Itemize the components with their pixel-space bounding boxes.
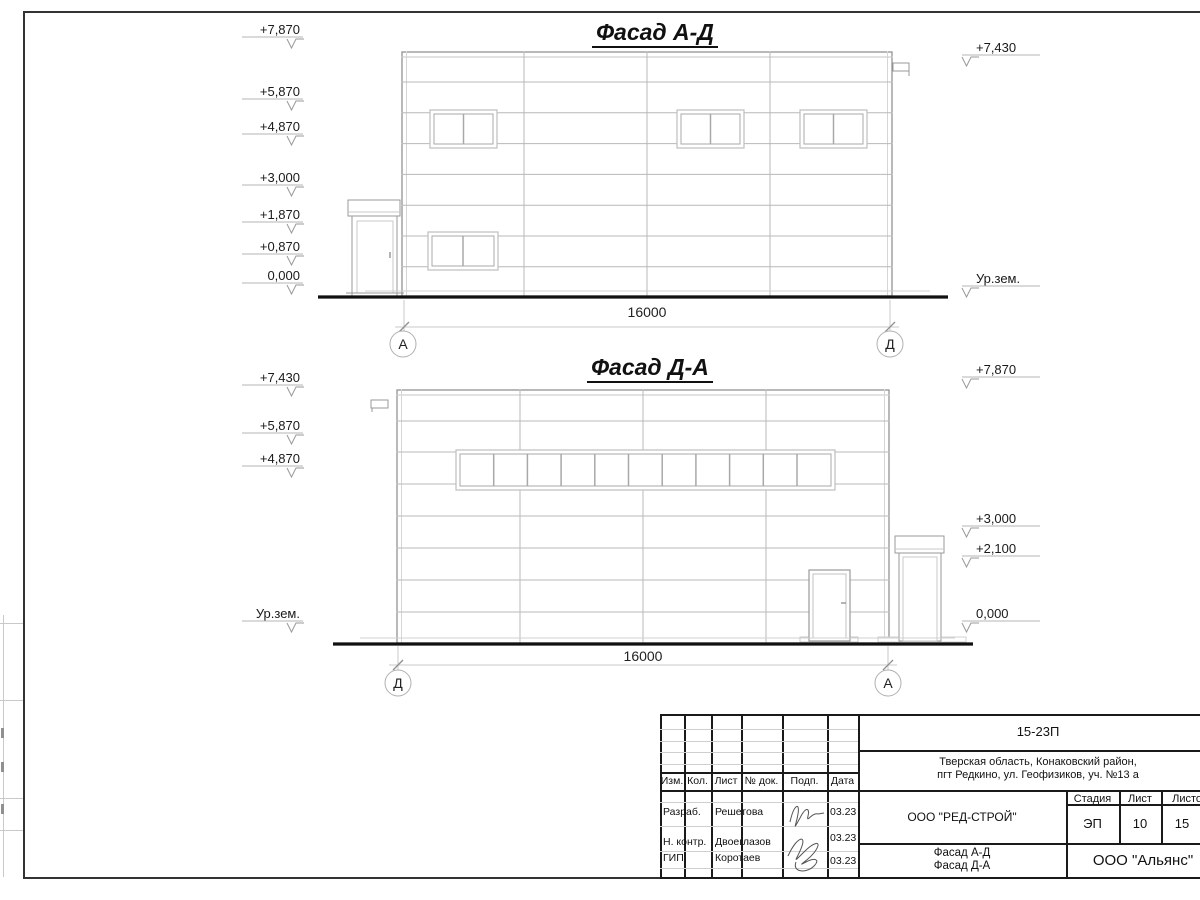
- tb-name: Двоеглазов: [715, 836, 771, 848]
- elevation-mark: Ур.зем.: [976, 271, 1021, 286]
- facade1-dimension: [395, 300, 899, 334]
- margin-stamp-line: [0, 700, 23, 701]
- elevation-mark: +2,100: [976, 541, 1017, 556]
- tb-address-line2: пгт Редкино, ул. Геофизиков, уч. №13 а: [937, 769, 1139, 781]
- facade1-dim-value: 16000: [627, 304, 667, 320]
- tb-name: Коротаев: [715, 852, 761, 864]
- tb-name: Решетова: [715, 806, 764, 818]
- elevation-mark: +3,000: [976, 511, 1017, 526]
- margin-stamp-text: [1, 762, 4, 772]
- elevation-mark: +0,870: [259, 239, 300, 254]
- frame-bottom: [23, 877, 1200, 879]
- tb-org: ООО "РЕД-СТРОЙ": [907, 810, 1017, 824]
- tb-col-izm: Изм.: [660, 775, 684, 787]
- facade1-title: Фасад А-Д: [545, 19, 765, 48]
- tb-sheet-name-line1: Фасад А-Д: [933, 847, 991, 859]
- facade2-strip-window: [455, 449, 836, 491]
- tb-date: 03.23: [830, 855, 857, 867]
- facade2-axis-bubbles: [384, 669, 902, 697]
- facade1-porch: [346, 199, 404, 297]
- facade1-axis-bubbles: [389, 330, 904, 358]
- tb-sheet-label: Лист: [1128, 793, 1152, 805]
- elevation-mark: +7,870: [976, 362, 1017, 377]
- margin-stamp-line: [0, 623, 23, 624]
- elevation-mark: +1,870: [259, 207, 300, 222]
- title-block: Изм. Кол. Лист № док. Подп. Дата Разраб.…: [660, 714, 1200, 879]
- elevation-mark: +7,430: [259, 370, 300, 385]
- margin-stamp-text: [1, 728, 4, 738]
- facade2-building: [396, 389, 890, 644]
- margin-stamp-line: [0, 798, 23, 799]
- elevation-mark: +7,430: [976, 40, 1017, 55]
- tb-date: 03.23: [830, 806, 857, 818]
- facade1-scupper: [892, 62, 910, 76]
- tb-sheet-name-line2: Фасад Д-А: [933, 860, 991, 872]
- frame-top: [23, 11, 1200, 13]
- elevation-mark: +7,870: [259, 22, 300, 37]
- tb-date: 03.23: [830, 832, 857, 844]
- tb-col-doc: № док.: [744, 775, 779, 787]
- margin-stamp-line: [3, 615, 4, 877]
- elevation-mark-symbols: [242, 36, 1040, 634]
- tb-col-podp: Подп.: [790, 775, 819, 787]
- elevation-mark: +5,870: [259, 84, 300, 99]
- margin-stamp-line: [0, 830, 23, 831]
- tb-address-line1: Тверская область, Конаковский район,: [939, 756, 1137, 768]
- elevation-mark: Ур.зем.: [255, 606, 300, 621]
- elevation-mark: +3,000: [259, 170, 300, 185]
- margin-stamp-text: [1, 804, 4, 814]
- tb-stage-value: ЭП: [1083, 816, 1102, 831]
- elevation-mark: +4,870: [259, 119, 300, 134]
- signature: [787, 806, 825, 872]
- facade2-scupper: [370, 399, 389, 412]
- facade1-axis-right: Д: [885, 336, 895, 352]
- tb-stage-label: Стадия: [1073, 793, 1112, 805]
- facade2-door: [799, 569, 859, 643]
- tb-sheets-label: Листов: [1172, 793, 1200, 805]
- frame-left: [23, 11, 25, 879]
- facade2-title: Фасад Д-А: [540, 354, 760, 383]
- tb-role: Н. контр.: [663, 836, 707, 848]
- elevation-mark: +5,870: [259, 418, 300, 433]
- facade2-porch: [877, 535, 967, 643]
- tb-sheet-value: 10: [1132, 816, 1148, 831]
- elevation-mark: 0,000: [267, 268, 300, 283]
- facade2-axis-right: А: [883, 675, 893, 691]
- facade1-windows: [427, 109, 868, 271]
- tb-company: ООО "Альянс": [1092, 852, 1194, 869]
- facade2-dim-value: 16000: [623, 648, 663, 664]
- tb-role: ГИП: [663, 852, 684, 864]
- elevation-mark: +4,870: [259, 451, 300, 466]
- tb-col-data: Дата: [830, 775, 855, 787]
- elevation-mark: 0,000: [976, 606, 1009, 621]
- tb-doc-number: 15-23П: [1016, 724, 1060, 739]
- facade1-axis-left: А: [398, 336, 408, 352]
- tb-sheets-value: 15: [1174, 816, 1190, 831]
- tb-col-list: Лист: [714, 775, 738, 787]
- tb-col-kol: Кол.: [687, 775, 708, 787]
- facade2-axis-left: Д: [393, 675, 403, 691]
- tb-role: Разраб.: [663, 806, 701, 818]
